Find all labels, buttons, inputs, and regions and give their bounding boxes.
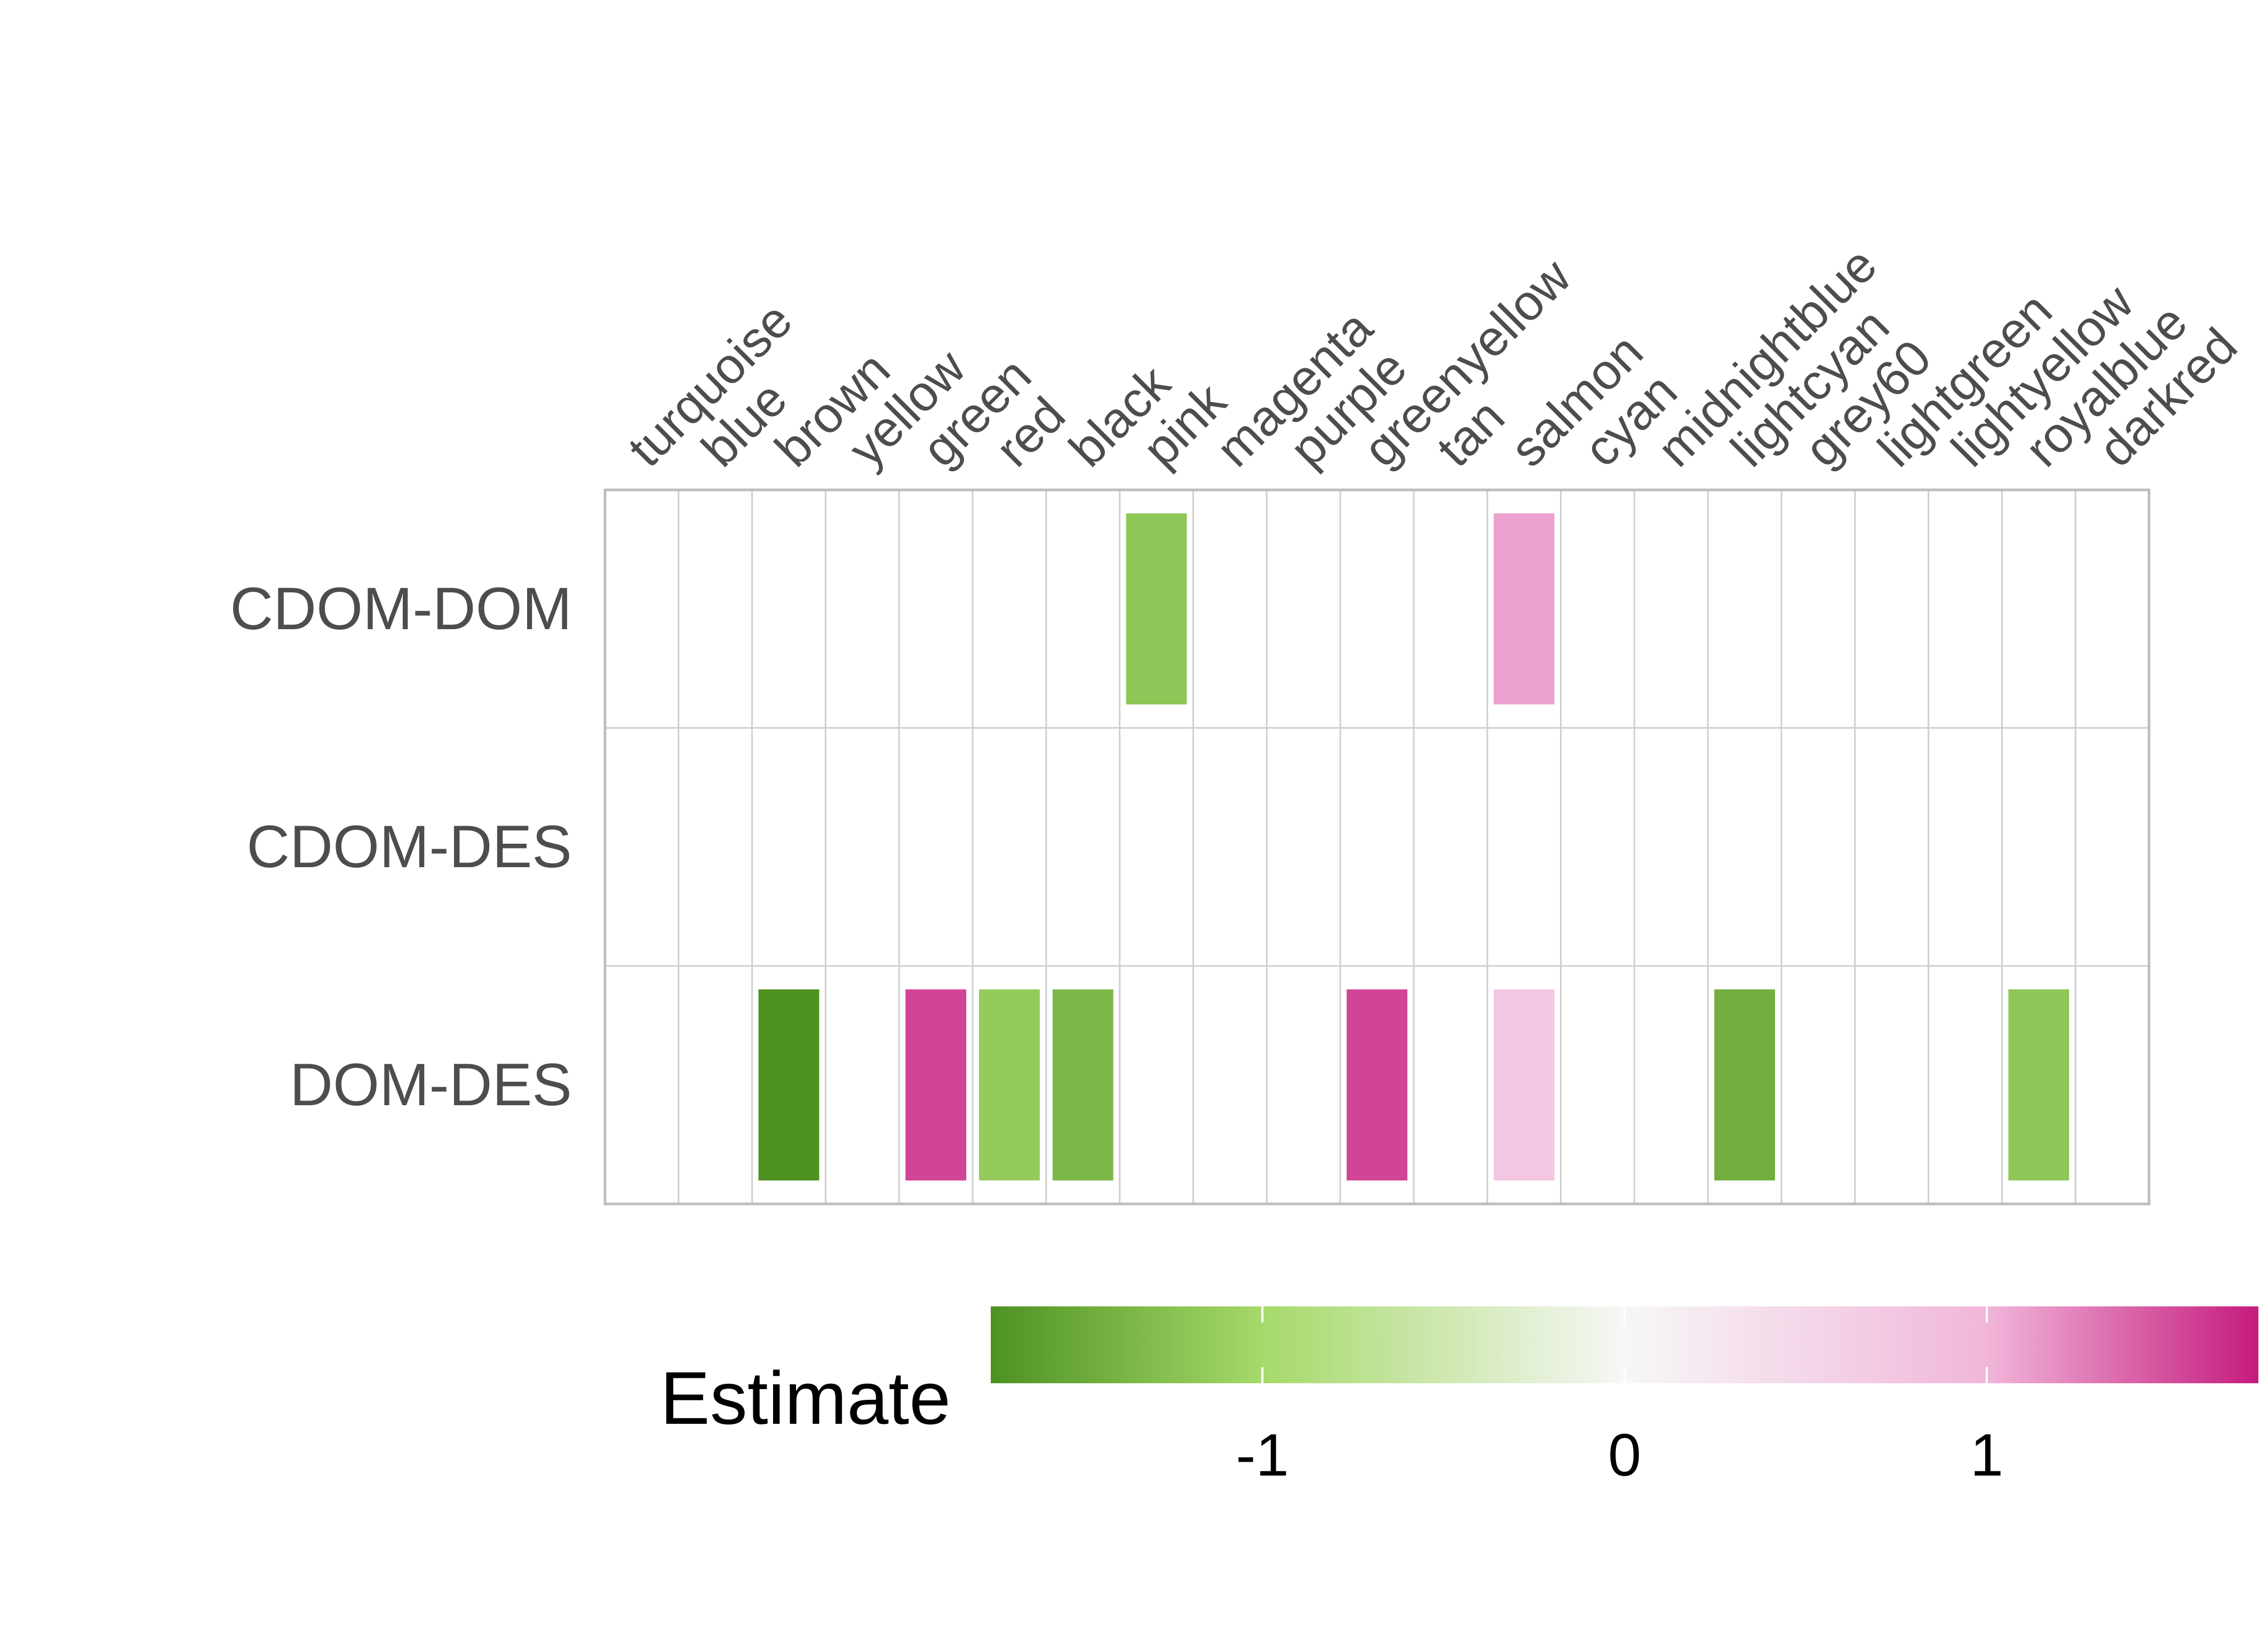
- heatmap-cell-cdom-dom-pink: [1126, 513, 1187, 704]
- panel-border: [603, 488, 2151, 1206]
- heatmap-cell-dom-des-greenyellow: [1347, 989, 1407, 1180]
- heatmap-cell-dom-des-salmon: [1493, 989, 1555, 1180]
- legend-tick-label: 1: [1970, 1422, 2003, 1488]
- legend-tick-label: -1: [1236, 1422, 1289, 1488]
- heatmap-cell-dom-des-green: [905, 989, 967, 1180]
- legend-tick-label: 0: [1608, 1422, 1641, 1488]
- heatmap-cell-dom-des-black: [1052, 989, 1113, 1180]
- y-axis-tick-labels: CDOM-DOM CDOM-DES DOM-DES: [230, 575, 572, 1118]
- y-tick-label: CDOM-DES: [246, 813, 572, 880]
- x-axis-tick-labels: turquoisebluebrownyellowgreenredblackpin…: [617, 236, 2248, 477]
- heatmap-cell-cdom-dom-salmon: [1493, 513, 1555, 704]
- y-tick-label: DOM-DES: [290, 1051, 572, 1118]
- grid-lines: [605, 490, 2149, 1204]
- heatmap-cell-dom-des-lightcyan: [1714, 989, 1775, 1180]
- heatmap-cells: [758, 513, 2070, 1180]
- legend: -1 0 1 Estimate: [660, 1306, 2258, 1488]
- y-tick-label: CDOM-DOM: [230, 575, 572, 642]
- heatmap-cell-dom-des-brown: [758, 989, 819, 1180]
- heatmap-cell-dom-des-royalblue: [2008, 989, 2070, 1180]
- panel-frame: [603, 488, 2151, 1206]
- heatmap-cell-dom-des-red: [979, 989, 1040, 1180]
- legend-title: Estimate: [660, 1356, 951, 1440]
